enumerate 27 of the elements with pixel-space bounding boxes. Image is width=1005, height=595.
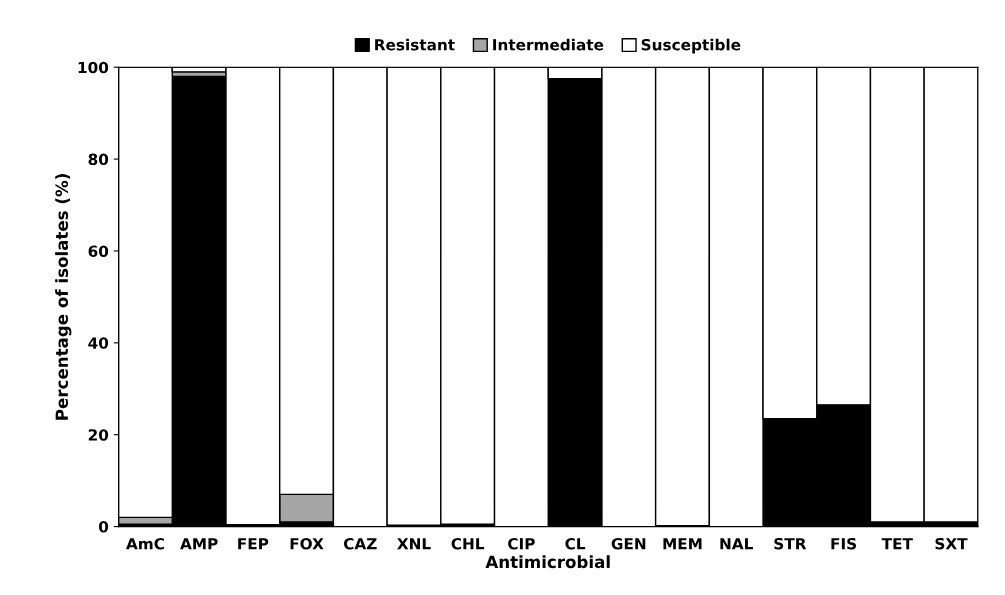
y-tick-label: 80 (88, 153, 109, 166)
x-tick-label: CL (565, 537, 586, 550)
x-tick-label: GEN (611, 537, 646, 550)
y-tick-label: 20 (88, 429, 109, 441)
x-axis-title: Antimicrobial (485, 555, 610, 569)
legend-label: Intermediate (493, 38, 604, 51)
y-tick-label: 0 (98, 521, 109, 533)
x-tick-label: TET (881, 538, 913, 550)
y-tick-label: 40 (88, 337, 109, 349)
x-tick-label: NAL (720, 538, 753, 550)
legend-label: Resistant (375, 38, 455, 51)
x-tick-label: FEP (238, 538, 269, 550)
x-tick-label: CIP (508, 537, 535, 550)
x-tick-label: FOX (290, 537, 324, 550)
y-tick-label: 60 (88, 245, 109, 257)
x-tick-label: SXT (935, 537, 968, 550)
x-tick-label: CAZ (343, 537, 377, 550)
x-tick-label: AMP (180, 538, 218, 550)
x-tick-label: FIS (831, 537, 857, 550)
legend-label: Susceptible (641, 38, 741, 54)
x-tick-label: AmC (126, 537, 164, 550)
x-tick-label: CHL (451, 537, 485, 550)
y-tick-label: 100 (78, 61, 109, 74)
x-tick-label: XNL (397, 538, 431, 550)
x-tick-label: STR (774, 537, 807, 550)
x-tick-label: MEM (663, 538, 702, 550)
y-axis-title: Percentage of isolates (%) (55, 174, 72, 420)
